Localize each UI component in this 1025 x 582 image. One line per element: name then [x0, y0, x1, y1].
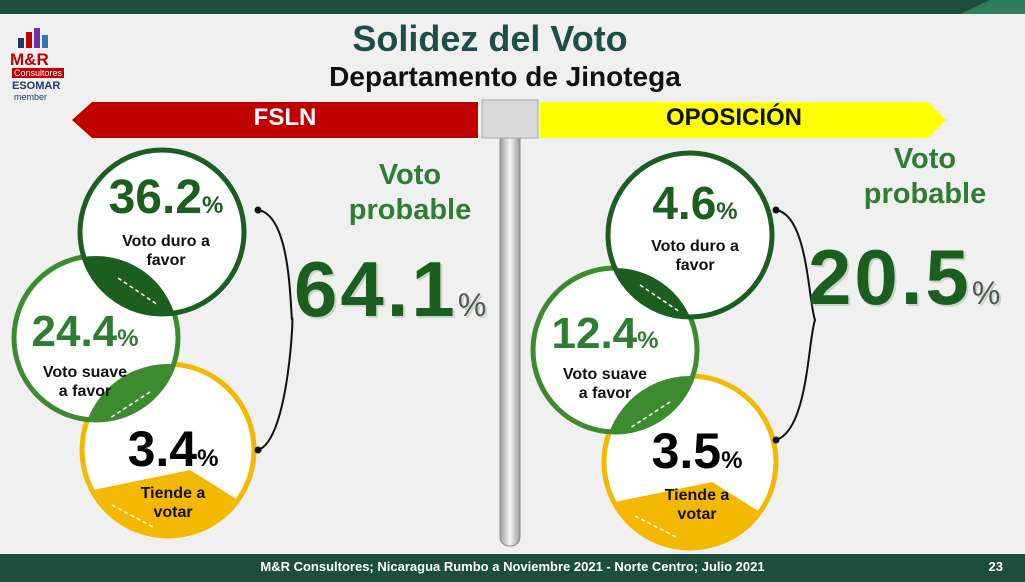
left-probable-label-line2: probable	[348, 194, 472, 226]
right-probable-label: Voto probable	[845, 142, 1005, 212]
page-number: 23	[988, 559, 1003, 574]
left-tiende-text: 3.4% Tiende a votar	[108, 424, 238, 522]
left-arrow-3	[111, 504, 156, 529]
right-overlap-suave-tiende	[604, 376, 697, 432]
left-overlap-duro-suave	[80, 256, 178, 314]
page-subtitle: Departamento de Jinotega	[329, 61, 681, 92]
right-brace	[775, 209, 817, 441]
center-block	[481, 99, 539, 139]
right-suave-value: 12.4	[551, 309, 638, 358]
left-brace-dot-top	[254, 206, 262, 214]
left-probable-label-line1: Voto	[378, 159, 442, 191]
mr-logo: M&R Consultores ESOMAR member	[6, 26, 68, 102]
oposicion-banner-shape	[540, 102, 946, 138]
right-tiende-bottom-fill	[615, 482, 760, 548]
right-tiende-text: 3.5% Tiende a votar	[632, 426, 762, 524]
right-arrow-1	[639, 284, 681, 313]
footer-source: M&R Consultores; Nicaragua Rumbo a Novie…	[260, 559, 765, 574]
center-pole	[499, 117, 521, 547]
fsln-banner-label: FSLN	[253, 104, 317, 131]
left-suave-text: 24.4% Voto suave a favor	[10, 308, 160, 401]
left-duro-pct: %	[202, 192, 224, 219]
left-suave-value: 24.4	[31, 307, 118, 356]
fsln-banner-shape	[72, 102, 478, 138]
right-duro-label-1: Voto duro a	[651, 238, 739, 255]
left-duro-label-1: Voto duro a	[122, 233, 210, 250]
right-suave-label-2: a favor	[578, 385, 632, 402]
right-overlap-duro-suave	[608, 268, 697, 317]
right-suave-label-1: Voto suave	[562, 366, 648, 383]
left-duro-value: 36.2	[108, 171, 203, 224]
left-probable-label: Voto probable	[330, 158, 490, 228]
page-title: Solidez del Voto	[352, 18, 628, 59]
left-tiende-bottom-fill	[93, 470, 238, 536]
footer-bar: M&R Consultores; Nicaragua Rumbo a Novie…	[0, 554, 1025, 582]
logo-member: member	[14, 92, 48, 102]
logo-consultores: Consultores	[12, 68, 65, 78]
top-bar	[0, 0, 1025, 14]
logo-esomar: ESOMAR	[12, 80, 61, 92]
right-duro-text: 4.6% Voto duro a favor	[625, 178, 765, 275]
right-duro-value: 4.6	[652, 177, 717, 229]
left-arrow-2	[109, 391, 151, 419]
left-duro-label-2: favor	[146, 252, 186, 269]
right-arrow-2	[629, 401, 671, 429]
oposicion-banner-label: OPOSICIÓN	[665, 104, 803, 131]
left-duro-text: 36.2% Voto duro a favor	[96, 172, 236, 270]
left-suave-label-1: Voto suave	[42, 364, 128, 381]
left-overlap-suave-tiende	[82, 364, 178, 420]
right-probable-value: 20.5%	[808, 232, 1003, 323]
right-brace-dot-bottom	[772, 436, 780, 444]
right-duro-label-2: favor	[675, 257, 715, 274]
left-probable-value: 64.1%	[294, 244, 489, 335]
left-suave-label-2: a favor	[58, 383, 112, 400]
right-probable-label-line2: probable	[863, 178, 987, 210]
right-tiende-label-1: Tiende a	[664, 487, 730, 504]
right-probable-number: 20.5	[808, 233, 972, 321]
right-suave-text: 12.4% Voto suave a favor	[530, 310, 680, 403]
left-brace-dot-bottom	[254, 446, 262, 454]
left-suave-pct: %	[117, 325, 139, 352]
left-tiende-value: 3.4	[127, 421, 198, 477]
left-arrow-1	[117, 277, 159, 306]
left-tiende-label-2: votar	[153, 504, 193, 521]
right-probable-label-line1: Voto	[893, 143, 957, 175]
right-arrow-3	[634, 515, 679, 539]
left-tiende-pct: %	[197, 445, 219, 472]
logo-chart-icon	[18, 28, 48, 48]
left-tiende-label-1: Tiende a	[140, 485, 206, 502]
right-tiende-pct: %	[721, 447, 743, 474]
right-duro-pct: %	[716, 198, 738, 225]
left-probable-pct: %	[457, 287, 490, 323]
right-suave-pct: %	[637, 327, 659, 354]
logo-name: M&R	[10, 50, 49, 69]
right-tiende-label-2: votar	[677, 506, 717, 523]
right-probable-pct: %	[971, 275, 1004, 311]
right-brace-dot-top	[772, 206, 780, 214]
right-tiende-value: 3.5	[651, 423, 722, 479]
left-probable-number: 64.1	[294, 245, 458, 333]
left-brace	[257, 209, 294, 451]
